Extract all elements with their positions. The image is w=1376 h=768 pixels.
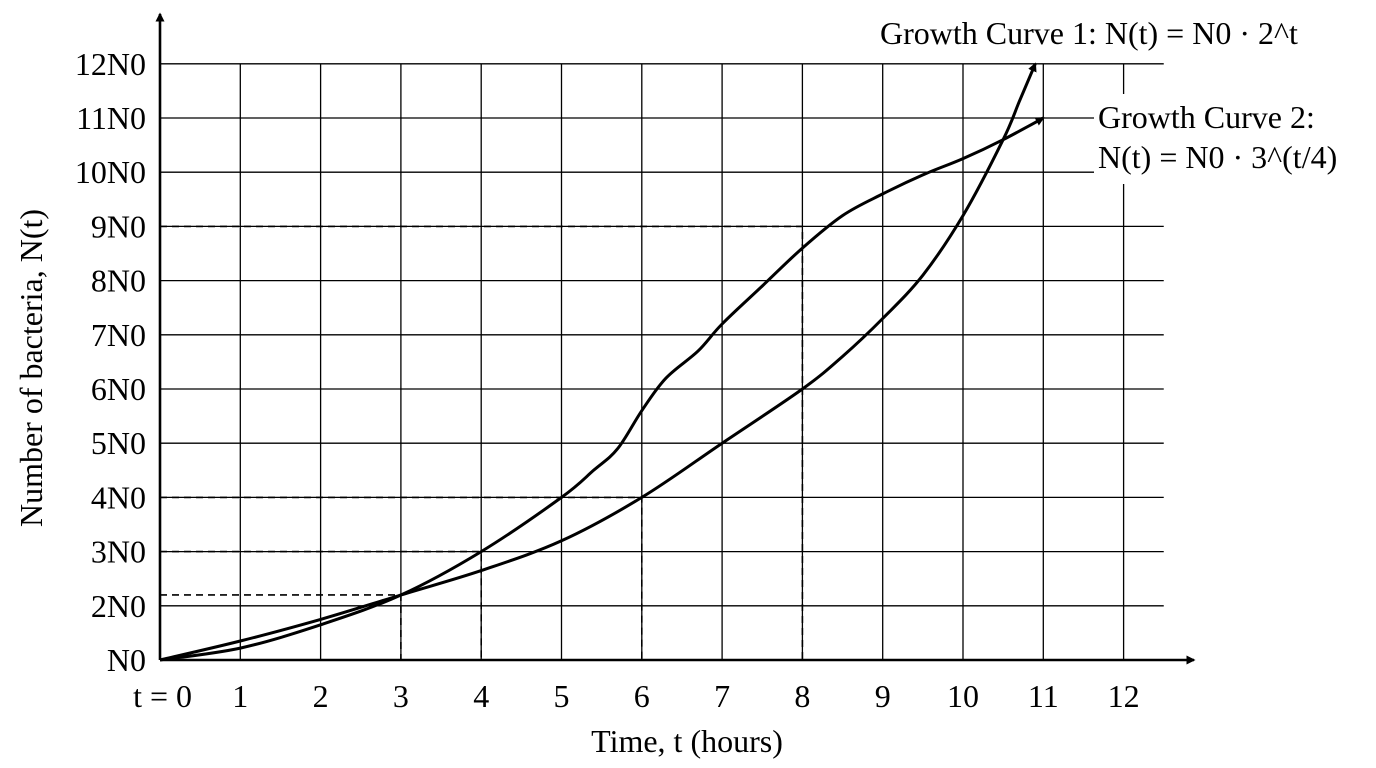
legend-curve-1-label: Growth Curve 1:	[880, 15, 1105, 51]
growth-curve-2	[159, 62, 1037, 662]
x-axis-title: Time, t (hours)	[591, 723, 783, 759]
x-tick-label: 1	[232, 678, 248, 714]
x-tick-label: 5	[554, 678, 570, 714]
y-tick-label: N0	[107, 642, 146, 678]
axes	[155, 12, 1196, 665]
x-tick-label: 11	[1028, 678, 1059, 714]
legend-curve-1: Growth Curve 1: N(t) = N0 · 2^t	[874, 10, 1360, 54]
y-tick-label: 3N0	[91, 534, 146, 570]
svg-text:Growth Curve 1: N(t) = N0 · 2^: Growth Curve 1: N(t) = N0 · 2^t	[880, 15, 1298, 51]
y-tick-label: 8N0	[91, 263, 146, 299]
y-tick-label: 4N0	[91, 479, 146, 515]
curves	[159, 62, 1045, 662]
x-tick-label: 8	[794, 678, 810, 714]
legend-curve-2: Growth Curve 2: N(t) = N0 · 3^(t/4)	[1094, 94, 1370, 184]
legend-curve-1-formula: N(t) = N0 · 2^t	[1105, 15, 1298, 51]
x-tick-label: 7	[714, 678, 730, 714]
x-tick-label: t = 0	[133, 678, 192, 714]
y-tick-label: 12N0	[75, 46, 146, 82]
x-tick-label: 4	[473, 678, 489, 714]
y-tick-label: 2N0	[91, 588, 146, 624]
growth-curve-1	[159, 116, 1045, 662]
x-tick-label: 9	[875, 678, 891, 714]
y-axis-title: Number of bacteria, N(t)	[13, 209, 49, 527]
x-tick-label: 6	[634, 678, 650, 714]
y-tick-label: 11N0	[76, 100, 146, 136]
x-tick-label: 10	[947, 678, 979, 714]
x-tick-label: 12	[1108, 678, 1140, 714]
dashed-guide-3	[160, 225, 804, 660]
y-tick-label: 7N0	[91, 317, 146, 353]
y-tick-label: 6N0	[91, 371, 146, 407]
legend-curve-2-label: Growth Curve 2:	[1098, 99, 1315, 135]
tick-labels: t = 0 1 2 3 4 5 6 7 8 9 10 11 12N02N03N04N05N06N07N0…	[75, 46, 1140, 714]
legend-curve-2-formula: N(t) = N0 · 3^(t/4)	[1098, 139, 1337, 175]
x-tick-label: 2	[313, 678, 329, 714]
y-tick-label: 10N0	[75, 154, 146, 190]
y-tick-label: 9N0	[91, 208, 146, 244]
x-tick-label: 3	[393, 678, 409, 714]
y-tick-label: 5N0	[91, 425, 146, 461]
grid	[160, 63, 1164, 660]
